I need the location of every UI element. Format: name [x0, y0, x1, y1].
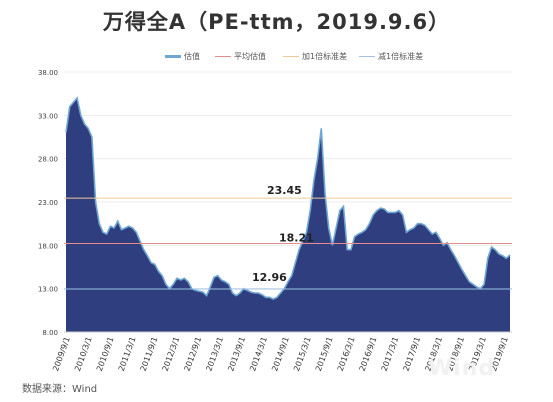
- x-tick-label: 2011/9/1: [139, 336, 160, 373]
- x-tick-label: 2016/9/1: [358, 336, 379, 373]
- legend-swatch-plus-sd: [283, 56, 299, 57]
- minus-1sd-value-label: 12.96: [252, 271, 287, 284]
- y-tick-label: 38.00: [38, 69, 58, 77]
- x-tick-label: 2013/3/1: [204, 336, 225, 373]
- y-tick-label: 8.00: [42, 329, 58, 337]
- legend-swatch-minus-sd: [359, 56, 375, 57]
- reference-lines-layer: 23.45 18.21 12.96: [64, 184, 512, 290]
- x-tick-label: 2010/9/1: [95, 336, 116, 373]
- mean-value-label: 18.21: [279, 232, 314, 245]
- legend-swatch-mean: [215, 56, 231, 57]
- x-tick-label: 2015/3/1: [292, 336, 313, 373]
- y-tick-label: 28.00: [38, 156, 58, 164]
- x-tick-label: 2015/9/1: [314, 336, 335, 373]
- pe-area: [66, 98, 510, 332]
- x-tick-label: 2011/3/1: [117, 336, 138, 373]
- plus-1sd-value-label: 23.45: [267, 184, 302, 197]
- y-tick-label: 33.00: [38, 112, 58, 120]
- x-tick-label: 2014/3/1: [248, 336, 269, 373]
- legend-label-plus-sd: 加1倍标准差: [302, 52, 348, 61]
- data-source-note: 数据来源：Wind: [22, 384, 98, 395]
- x-tick-label: 2017/9/1: [402, 336, 423, 373]
- y-tick-label: 18.00: [38, 242, 58, 250]
- wind-watermark: Wind: [428, 356, 496, 381]
- x-tick-label: 2017/3/1: [380, 336, 401, 373]
- legend-label-pe: 估值: [184, 52, 200, 61]
- x-tick-label: 2014/9/1: [270, 336, 291, 373]
- x-tick-label: 2012/9/1: [183, 336, 204, 373]
- pe-line: [65, 96, 511, 300]
- x-tick-label: 2012/3/1: [161, 336, 182, 373]
- area-layer: [65, 96, 511, 332]
- x-tick-label: 2010/3/1: [73, 336, 94, 373]
- x-tick-label: 2009/9/1: [51, 336, 72, 373]
- y-tick-label: 23.00: [38, 199, 58, 207]
- legend-label-minus-sd: 减1倍标准差: [378, 52, 424, 61]
- chart-title: 万得全A（PE-ttm，2019.9.6）: [102, 10, 451, 34]
- legend-label-mean: 平均估值: [234, 52, 266, 61]
- x-tick-label: 2013/9/1: [226, 336, 247, 373]
- legend-swatch-pe: [165, 55, 181, 58]
- x-tick-label: 2016/3/1: [336, 336, 357, 373]
- y-tick-label: 13.00: [38, 286, 58, 294]
